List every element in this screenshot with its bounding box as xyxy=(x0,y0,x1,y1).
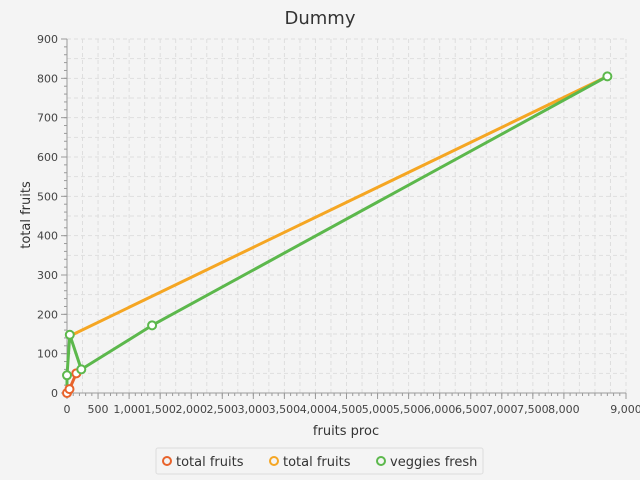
x-axis-title: fruits proc xyxy=(313,424,379,439)
data-point xyxy=(76,364,87,375)
x-tick-label: 7,500 xyxy=(517,403,549,416)
x-tick-label: 1,000 xyxy=(113,403,145,416)
y-tick-label: 600 xyxy=(37,151,58,164)
series-line xyxy=(68,74,609,338)
x-tick-label: 6,000 xyxy=(424,403,456,416)
data-point xyxy=(64,384,75,395)
x-tick-label: 7,000 xyxy=(486,403,518,416)
x-tick-label: 2,500 xyxy=(207,403,239,416)
data-point xyxy=(64,329,75,340)
x-tick-label: 3,500 xyxy=(269,403,301,416)
y-tick-label: 100 xyxy=(37,348,58,361)
x-tick-label: 8,000 xyxy=(548,403,580,416)
y-tick-label: 400 xyxy=(37,230,58,243)
y-tick-label: 200 xyxy=(37,308,58,321)
legend-label: total fruits xyxy=(176,455,244,470)
legend-label: total fruits xyxy=(283,455,351,470)
legend: total fruits total fruits veggies fresh xyxy=(155,447,484,475)
x-tick-label: 2,000 xyxy=(175,403,207,416)
legend-box xyxy=(155,447,484,475)
y-tick-label: 500 xyxy=(37,190,58,203)
chart-title: Dummy xyxy=(285,8,356,29)
y-tick-label: 300 xyxy=(37,269,58,282)
legend-marker xyxy=(162,456,172,466)
plot-area: 0 100 200 300 400 500 600 700 800 900 0 500 1,000 1,5… xyxy=(37,33,640,416)
x-tick-label: 5,500 xyxy=(393,403,425,416)
y-tick-label: 800 xyxy=(37,72,58,85)
x-tick-label: 4,000 xyxy=(300,403,332,416)
x-tick-label: 6,500 xyxy=(455,403,487,416)
data-point xyxy=(147,320,158,331)
legend-marker xyxy=(269,456,279,466)
data-point xyxy=(62,370,72,381)
x-tick-label: 3,000 xyxy=(238,403,270,416)
x-tick-label: 500 xyxy=(88,403,109,416)
x-tick-label: 4,500 xyxy=(331,403,363,416)
x-tick-label: 0 xyxy=(64,403,71,416)
x-tick-label: 1,500 xyxy=(144,403,176,416)
y-tick-label: 900 xyxy=(37,33,58,46)
grid xyxy=(66,38,627,394)
y-axis-title: total fruits xyxy=(19,181,34,249)
y-tick-label: 0 xyxy=(51,387,58,400)
x-tick-label: 9,000 xyxy=(610,403,640,416)
legend-label: veggies fresh xyxy=(390,455,477,470)
x-tick-label: 5,000 xyxy=(362,403,394,416)
y-tick-label: 700 xyxy=(37,112,58,125)
data-point xyxy=(602,71,613,82)
legend-marker xyxy=(376,456,386,466)
